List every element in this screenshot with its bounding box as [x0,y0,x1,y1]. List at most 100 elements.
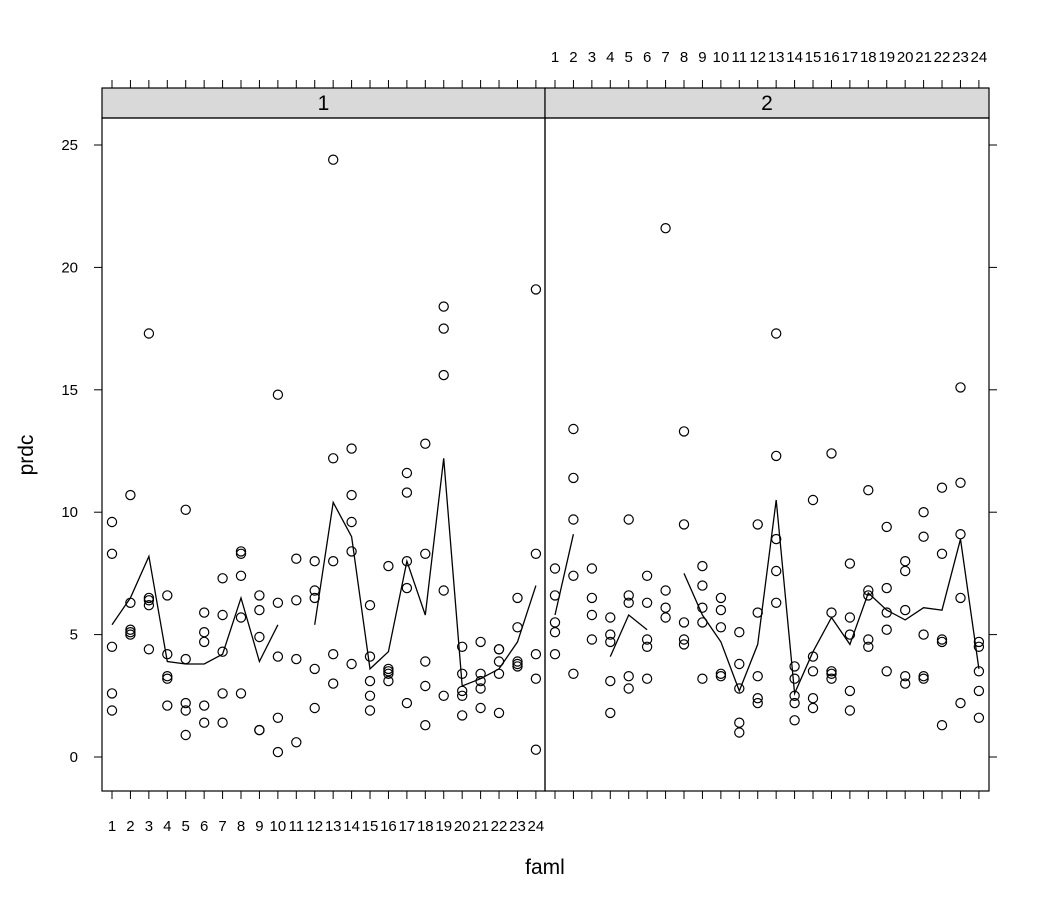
data-point [641,570,653,582]
data-point [549,627,561,638]
data-point [512,622,523,633]
data-point [697,560,708,572]
data-point [641,634,653,645]
data-point [826,668,837,680]
data-point [936,548,948,560]
trend-line [111,554,279,665]
data-point [309,592,320,604]
data-point [217,573,228,584]
data-point [807,494,819,506]
data-point [420,680,431,692]
data-point [457,668,468,680]
panel-2: 2 [544,87,990,792]
data-point [401,582,413,594]
data-point [955,382,966,393]
data-point [771,533,782,545]
data-point [162,649,173,660]
data-point [863,585,874,596]
data-point [309,702,320,714]
x-tick-label: 22 [491,818,508,835]
data-point [346,658,357,670]
data-point [734,717,745,728]
strip-label: 1 [318,92,330,115]
data-point [807,651,819,662]
data-point [623,590,634,601]
data-point [678,617,690,628]
data-point [530,649,542,660]
data-point [697,580,708,591]
data-point [106,688,118,699]
x-tick-label: 3 [145,818,153,835]
data-point [383,560,394,572]
data-point [826,448,837,459]
data-point [512,592,523,604]
data-point [623,597,634,609]
data-point [475,668,486,680]
data-point [162,700,173,711]
trend-line [683,499,980,696]
strip-label: 2 [761,92,773,115]
x-tick-label: 11 [289,818,305,835]
data-point [401,697,413,709]
data-point [641,673,653,684]
data-point [457,685,468,697]
data-point [162,673,173,684]
y-tick-label: 25 [61,137,78,154]
data-point [586,563,598,574]
data-point [493,656,505,667]
data-point [420,656,431,667]
trend-line [609,613,648,657]
data-point [826,666,837,677]
data-point [955,477,966,488]
data-point [309,663,320,675]
data-point [863,485,874,496]
data-point [881,582,892,594]
data-point [771,565,782,577]
y-tick-label: 20 [61,259,78,276]
data-point [235,688,247,699]
x-tick-label: 23 [509,818,526,835]
data-point [438,369,449,381]
x-tick-label: 2 [126,818,134,835]
data-point [143,595,155,606]
data-point [475,683,486,694]
x-tick-label: 21 [915,49,932,66]
data-point [254,604,265,616]
data-point [715,622,727,633]
data-point [586,634,598,645]
data-point [143,328,155,339]
data-point [734,627,745,638]
data-point [734,658,745,670]
x-tick-label: 15 [805,49,822,66]
data-point [789,697,800,709]
data-point [457,641,468,653]
data-point [605,612,616,623]
data-point [180,653,191,665]
data-point [752,671,763,682]
x-tick-label: 17 [842,49,859,66]
y-axis-label: prdc [15,435,38,476]
data-point [309,556,320,567]
x-tick-label: 3 [588,49,596,66]
data-point [106,705,118,716]
data-point [328,556,339,567]
x-tick-label: 8 [680,49,688,66]
x-tick-label: 19 [435,818,452,835]
data-point [734,727,745,738]
x-tick-label: 19 [878,49,895,66]
data-point [623,683,634,694]
data-point [549,563,561,574]
x-tick-label: 8 [237,818,245,835]
data-point [530,284,542,295]
data-point [217,609,228,621]
data-point [217,717,228,728]
data-point [438,301,449,312]
data-point [881,624,892,635]
data-point [198,700,210,711]
x-tick-label: 20 [454,818,471,835]
data-point [180,697,191,709]
data-point [568,514,579,525]
x-tick-label: 2 [569,49,577,66]
